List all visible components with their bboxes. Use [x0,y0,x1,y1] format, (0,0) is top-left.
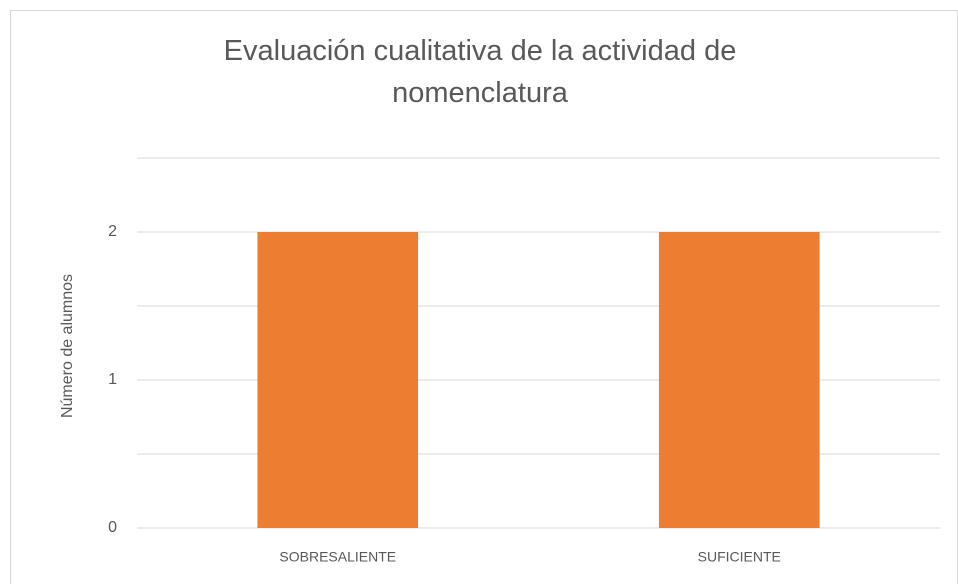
bar [658,232,820,528]
y-tick-label: 0 [108,519,117,536]
x-tick-label: SUFICIENTE [698,549,781,565]
y-tick-label: 1 [108,371,117,388]
y-tick-label: 2 [108,223,117,240]
x-tick-label: SOBRESALIENTE [279,549,396,565]
bar [257,232,419,528]
y-axis-label: Número de alumnos [59,274,76,418]
chart-title: Evaluación cualitativa de la actividad d… [223,35,737,109]
